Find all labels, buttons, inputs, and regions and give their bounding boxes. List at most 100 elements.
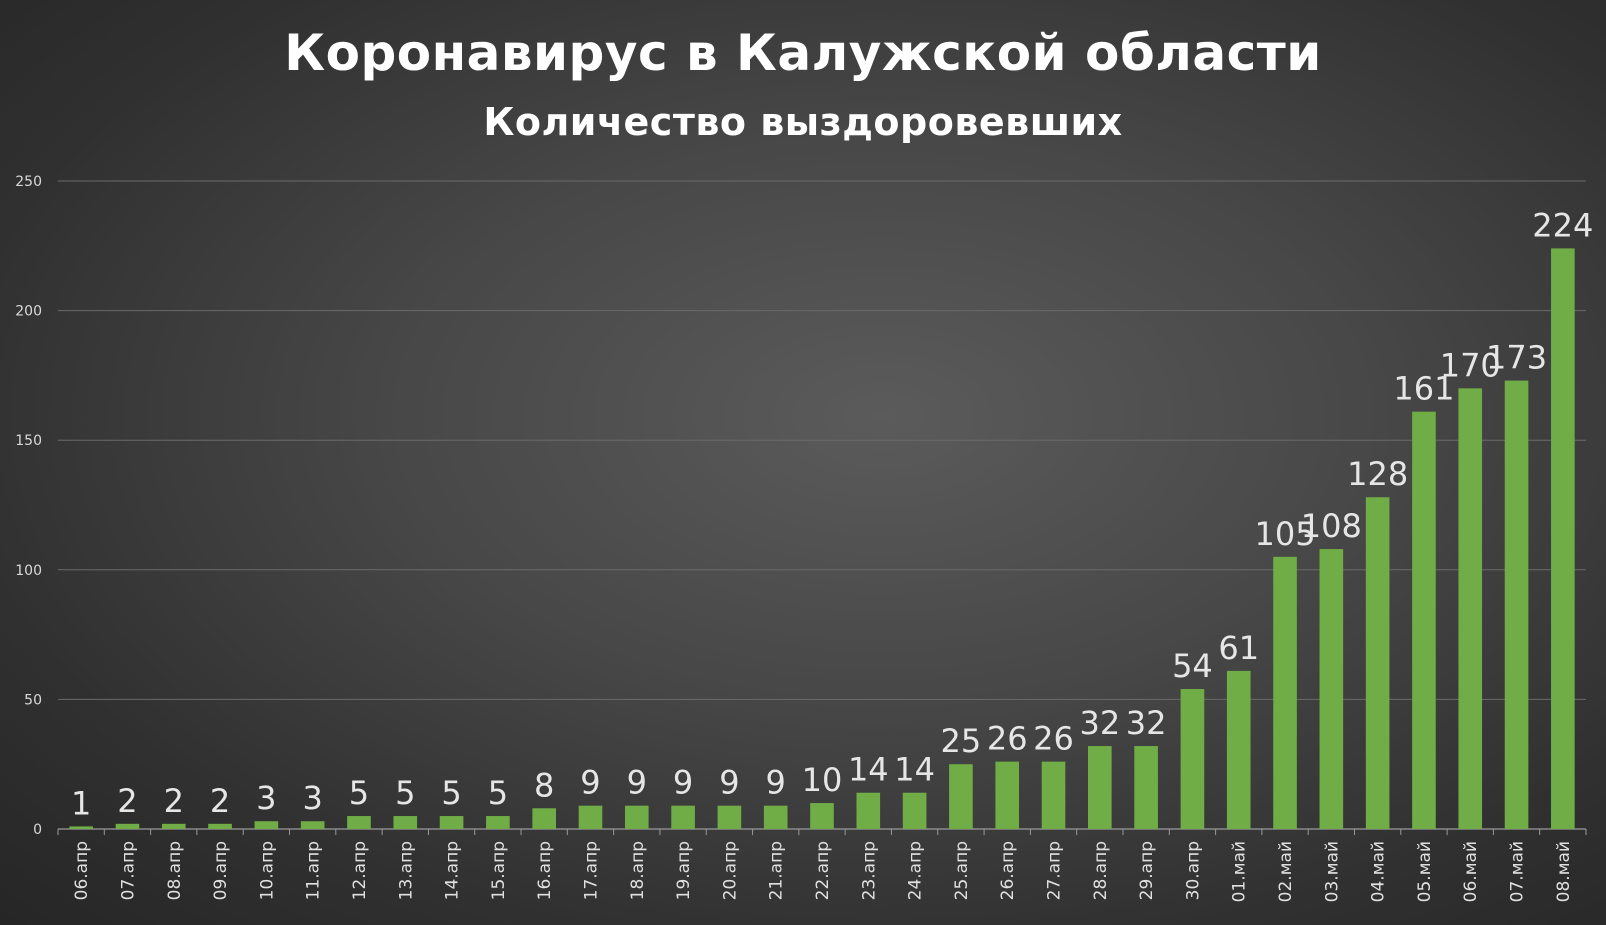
bar: [671, 805, 695, 829]
data-label: 173: [1486, 339, 1547, 377]
bar: [578, 805, 603, 829]
bar: [208, 823, 232, 829]
x-tick-label: 09.апр: [211, 841, 231, 900]
data-label: 14: [848, 751, 889, 789]
data-label: 9: [766, 764, 786, 802]
data-label: 5: [349, 774, 369, 812]
x-tick-label: 12.апр: [350, 841, 370, 900]
bar: [1412, 411, 1436, 829]
data-label: 9: [627, 764, 647, 802]
data-label: 25: [941, 722, 982, 760]
bar: [1504, 380, 1529, 829]
chart-title: Коронавирус в Калужской области: [284, 24, 1322, 82]
y-tick-label: 150: [15, 433, 42, 449]
bar: [1041, 761, 1066, 829]
bar: [1273, 556, 1297, 829]
bar: [1365, 497, 1390, 829]
x-tick-label: 01.май: [1230, 841, 1250, 902]
bar: [161, 823, 186, 829]
data-label: 32: [1079, 704, 1120, 742]
x-tick-label: 19.апр: [674, 841, 694, 900]
data-label: 224: [1532, 206, 1593, 244]
bar: [995, 761, 1020, 829]
x-tick-label: 06.апр: [72, 841, 92, 900]
bar: [439, 816, 464, 829]
bar: [254, 821, 279, 829]
x-tick-label: 27.апр: [1045, 841, 1065, 900]
data-label: 3: [302, 779, 322, 817]
x-tick-label: 06.май: [1461, 841, 1481, 902]
data-label: 105: [1254, 515, 1315, 553]
x-tick-label: 07.апр: [118, 841, 138, 900]
data-label: 14: [894, 751, 935, 789]
x-tick-label: 29.апр: [1137, 841, 1157, 900]
bar: [486, 816, 510, 829]
y-tick-label: 0: [33, 822, 42, 838]
x-tick-label: 21.апр: [767, 841, 787, 900]
x-tick-label: 08.апр: [165, 841, 185, 900]
data-label: 26: [1033, 720, 1074, 758]
data-label: 26: [987, 720, 1028, 758]
data-label: 1: [71, 784, 91, 822]
data-label: 5: [488, 774, 508, 812]
bar: [69, 826, 93, 829]
bar: [300, 821, 325, 829]
x-tick-label: 11.апр: [304, 841, 324, 900]
bar: [1551, 248, 1575, 830]
data-label: 2: [117, 782, 137, 820]
data-label: 5: [441, 774, 461, 812]
bar: [717, 805, 742, 829]
x-tick-label: 30.апр: [1183, 841, 1203, 900]
x-tick-label: 03.май: [1322, 841, 1342, 902]
data-label: 9: [580, 764, 600, 802]
bar: [763, 805, 788, 829]
bar: [115, 823, 140, 829]
x-tick-label: 16.апр: [535, 841, 555, 900]
x-tick-label: 18.апр: [628, 841, 648, 900]
y-tick-label: 250: [15, 174, 42, 190]
bar: [532, 808, 556, 829]
bar: [1134, 746, 1158, 829]
bar: [1458, 388, 1483, 829]
y-tick-label: 50: [24, 692, 42, 708]
data-label: 54: [1172, 647, 1213, 685]
chart-subtitle: Количество выздоровевших: [483, 100, 1123, 144]
x-tick-label: 14.апр: [443, 841, 463, 900]
bar: [393, 816, 418, 829]
x-tick-label: 28.апр: [1091, 841, 1111, 900]
bar: [1319, 549, 1344, 829]
x-tick-label: 26.апр: [998, 841, 1018, 900]
data-label: 32: [1126, 704, 1167, 742]
x-tick-label: 24.апр: [906, 841, 926, 900]
x-tick-label: 25.апр: [952, 841, 972, 900]
data-label: 5: [395, 774, 415, 812]
x-tick-label: 13.апр: [396, 841, 416, 900]
bar: [949, 764, 973, 829]
bar: [902, 792, 927, 829]
data-label: 2: [164, 782, 184, 820]
x-tick-label: 05.май: [1415, 841, 1435, 902]
bar: [1088, 746, 1112, 829]
y-tick-label: 100: [15, 563, 42, 579]
bar: [347, 816, 371, 829]
data-label: 108: [1301, 507, 1362, 545]
x-tick-label: 20.апр: [720, 841, 740, 900]
data-label: 9: [673, 764, 693, 802]
data-label: 9: [719, 764, 739, 802]
y-tick-label: 200: [15, 304, 42, 320]
data-label: 161: [1393, 370, 1454, 408]
data-label: 61: [1218, 629, 1259, 667]
data-label: 3: [256, 779, 276, 817]
bar: [1226, 670, 1251, 829]
data-label: 128: [1347, 455, 1408, 493]
x-tick-label: 23.апр: [859, 841, 879, 900]
x-tick-label: 02.май: [1276, 841, 1296, 902]
data-label: 10: [802, 761, 843, 799]
bar: [810, 803, 834, 829]
x-tick-label: 17.апр: [581, 841, 601, 900]
x-tick-label: 15.апр: [489, 841, 509, 900]
x-tick-label: 08.май: [1554, 841, 1574, 902]
bar: [1180, 689, 1205, 829]
x-tick-label: 04.май: [1369, 841, 1389, 902]
